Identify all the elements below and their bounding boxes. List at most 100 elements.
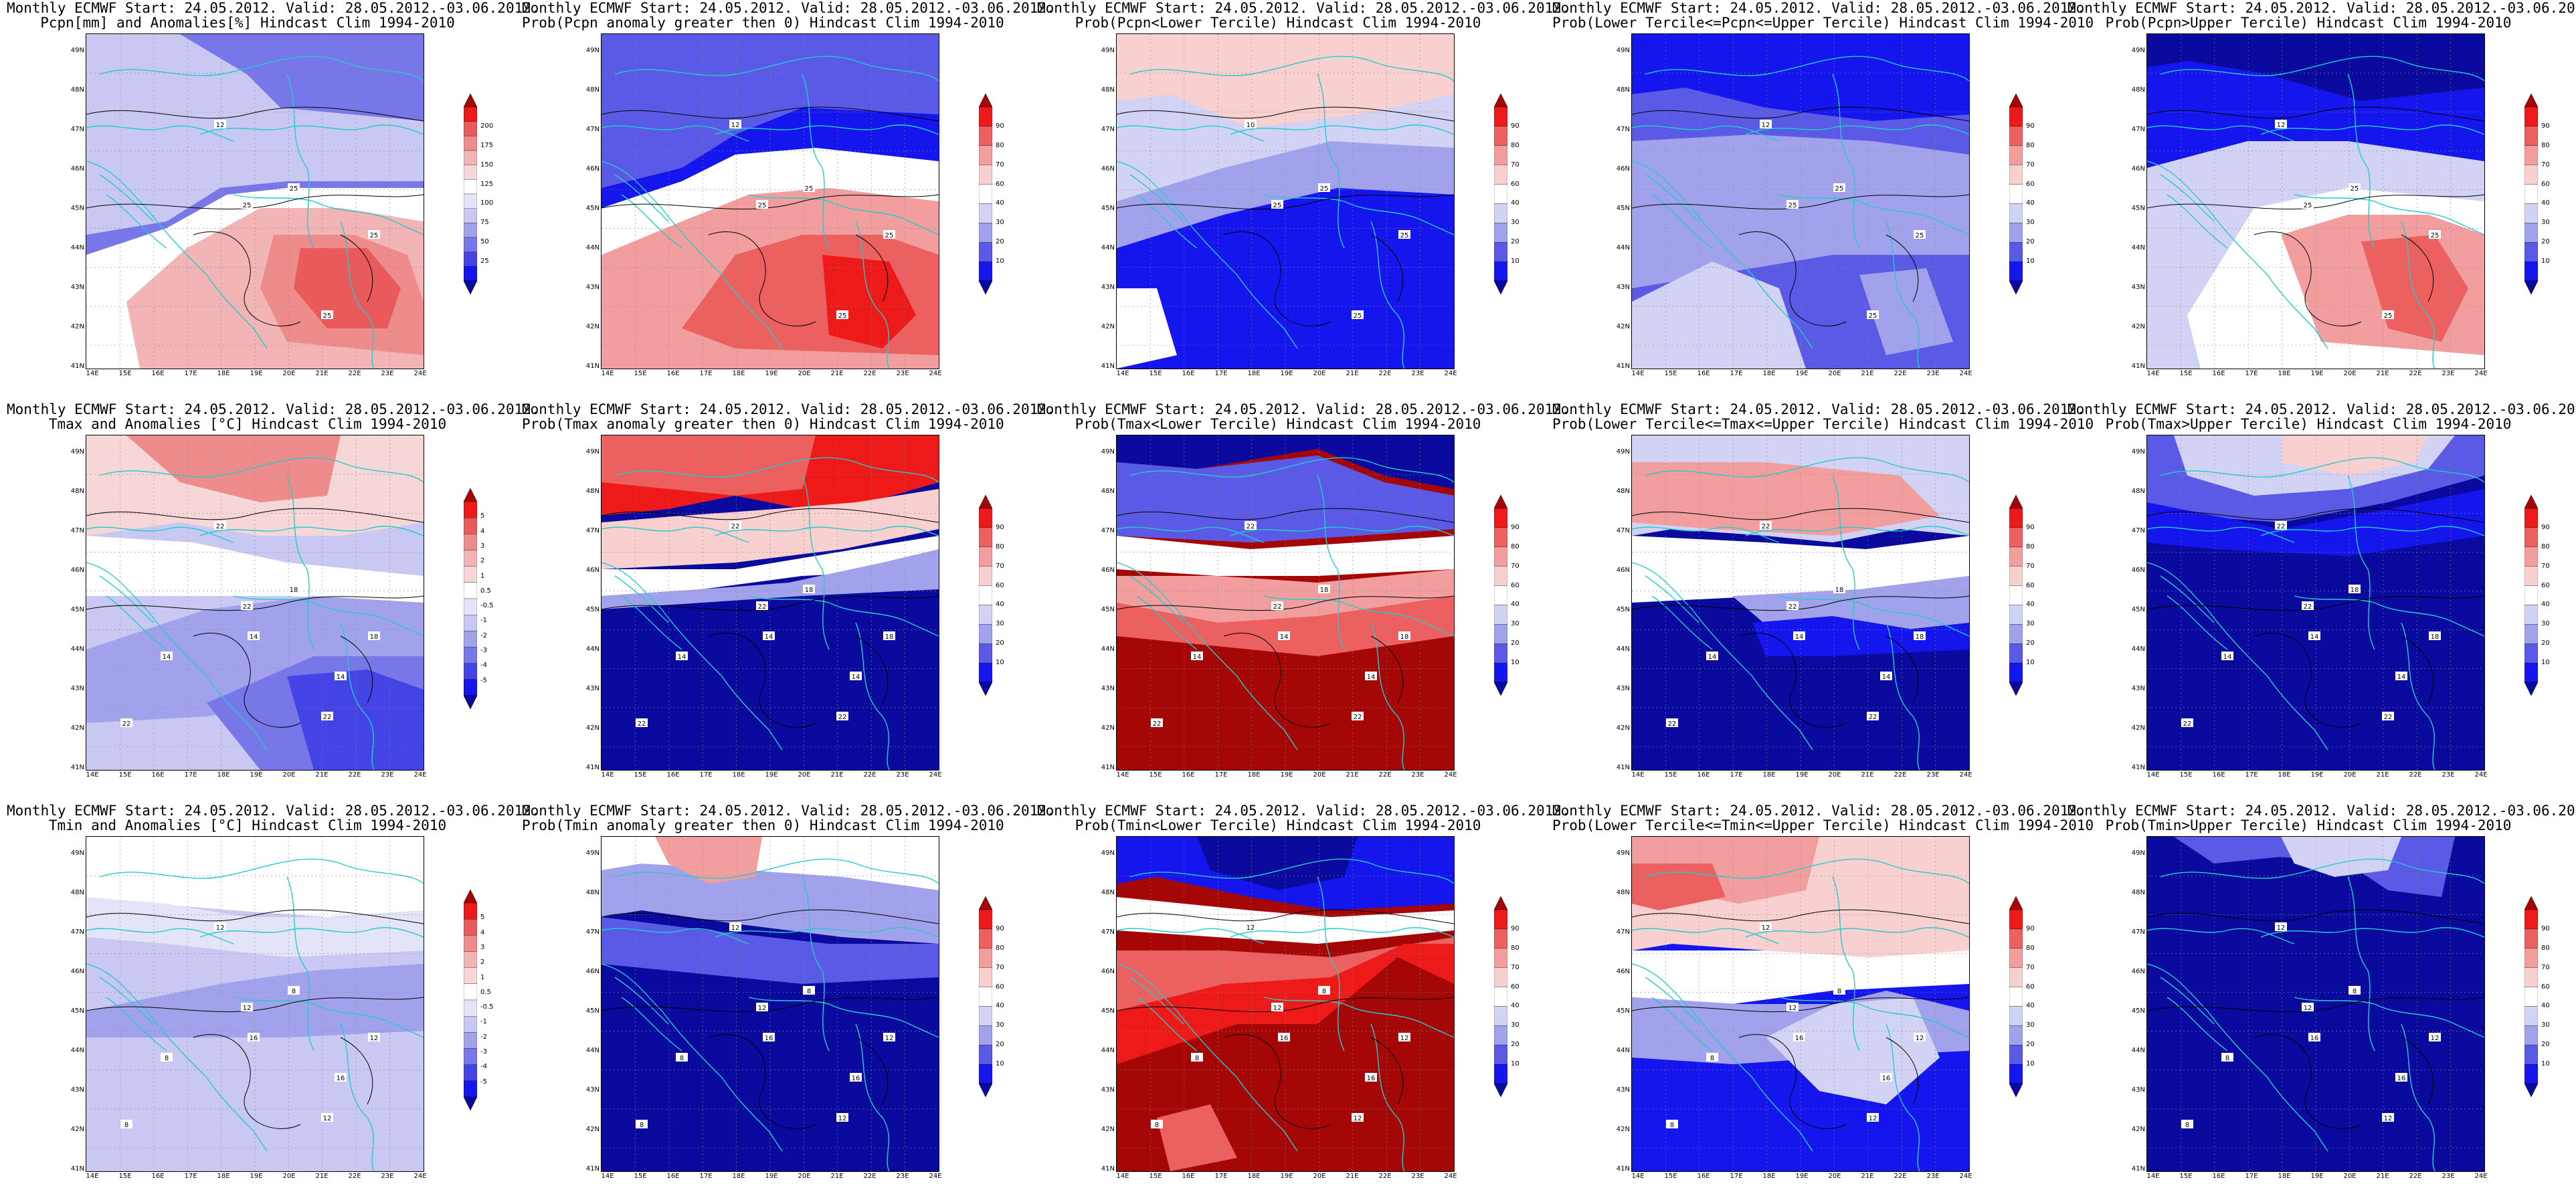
svg-text:8: 8 (2225, 1055, 2229, 1062)
colorbar-segment (979, 967, 992, 987)
contour-value-label: 25 (1352, 310, 1364, 320)
colorbar-segment (464, 150, 477, 165)
latitude-label: 49N (70, 47, 84, 54)
colorbar-segment (2524, 662, 2538, 683)
longitude-label: 17E (699, 1173, 713, 1180)
colorbar-tick: 40 (1511, 199, 1520, 207)
colorbar-tick: 70 (2026, 963, 2035, 971)
contour-value-label: 18 (1318, 585, 1330, 594)
longitude-label: 23E (1411, 771, 1424, 779)
coastline-border (1745, 124, 1969, 135)
longitude-label: 21E (2376, 370, 2389, 377)
panel-title: Prob(Lower Tercile<=Tmin<=Upper Tercile)… (1552, 817, 2094, 833)
coastline-border (340, 622, 375, 770)
map-area: 12 12 8 12 12 8 16 16 8 (1116, 836, 1455, 1172)
longitude-label: 22E (863, 771, 877, 779)
map-svg: 22 22 18 18 22 14 14 14 22 (602, 435, 939, 770)
colorbar-tick: 30 (2026, 1021, 2035, 1029)
contour-value-label: 25 (2349, 183, 2361, 193)
svg-text:14: 14 (2223, 654, 2232, 661)
longitude-label: 18E (1762, 1173, 1776, 1180)
longitude-label: 23E (2442, 1173, 2455, 1180)
colorbar-segment (464, 518, 477, 534)
svg-text:25: 25 (1916, 232, 1924, 239)
svg-text:22: 22 (731, 523, 740, 530)
coastline-border (748, 595, 939, 637)
latitude-label: 45N (2131, 205, 2145, 212)
colorbar-segment (2524, 1006, 2538, 1026)
contour-line (855, 635, 889, 704)
svg-text:8: 8 (1155, 1122, 1159, 1129)
latitude-label: 46N (70, 968, 84, 975)
colorbar-bottom-arrow (464, 1096, 477, 1110)
colorbar-tick: -5 (480, 676, 487, 684)
longitude-label: 18E (1247, 771, 1261, 779)
colorbar-segment (464, 919, 477, 936)
latitude-label: 45N (1616, 1007, 1630, 1015)
contour-value-label: 25 (883, 230, 895, 239)
colorbar-bottom-arrow (2009, 1083, 2023, 1097)
longitude-label: 22E (2409, 1173, 2422, 1180)
latitude-label: 43N (70, 284, 84, 291)
contour-line (2401, 635, 2434, 704)
contour-line (1117, 997, 1454, 1013)
colorbar-tick: 10 (996, 1060, 1004, 1068)
fill-region (1117, 34, 1454, 128)
contour-line (2147, 997, 2484, 1013)
coastline-border (286, 475, 314, 650)
colorbar-segment (2524, 928, 2538, 948)
colorbar-tick: 75 (480, 219, 489, 227)
colorbar-bottom-arrow (2524, 1083, 2538, 1097)
colorbar-segment (1494, 909, 1507, 930)
latitude-label: 44N (585, 244, 600, 252)
svg-text:18: 18 (1835, 587, 1844, 594)
latitude-label: 42N (1101, 724, 1115, 732)
latitude-label: 48N (70, 889, 84, 896)
colorbar-segment (2524, 967, 2538, 987)
longitude-label: 20E (2343, 370, 2357, 377)
colorbar-segment (979, 566, 992, 586)
colorbar-segment (979, 1006, 992, 1026)
longitude-label: 19E (250, 771, 263, 779)
latitude-label: 46N (2131, 968, 2145, 975)
latitude-label: 43N (70, 1086, 84, 1094)
longitude-label: 22E (863, 1173, 877, 1180)
map-panel: Monthly ECMWF Start: 24.05.2012. Valid: … (2061, 803, 2576, 1204)
colorbar-tick: 60 (2541, 180, 2550, 188)
map-panel: Monthly ECMWF Start: 24.05.2012. Valid: … (0, 0, 540, 401)
contour-value-label: 12 (214, 120, 226, 129)
latitude-label: 44N (2131, 1047, 2145, 1054)
contour-value-label: 25 (1786, 200, 1799, 209)
colorbar-top-arrow (1494, 495, 1507, 509)
contour-value-label: 14 (1365, 672, 1377, 681)
colorbar-tick: 30 (2541, 620, 2550, 628)
latitude-label: 42N (585, 323, 600, 330)
fill-region (2281, 837, 2401, 877)
contour-line (2147, 106, 2484, 122)
panel-title: Prob(Lower Tercile<=Pcpn<=Upper Tercile)… (1552, 15, 2094, 31)
colorbar-segment (979, 145, 992, 165)
contour-value-label: 12 (1760, 922, 1772, 932)
svg-text:22: 22 (243, 603, 252, 611)
colorbar-tick: 200 (480, 122, 494, 130)
panel-title: Tmin and Anomalies [°C] Hindcast Clim 19… (48, 817, 447, 833)
longitude-label: 19E (1280, 370, 1293, 377)
contour-value-label: 14 (1880, 672, 1892, 681)
longitude-label: 23E (2442, 370, 2455, 377)
colorbar-top-arrow (2524, 896, 2538, 910)
contour-value-label: 22 (2181, 718, 2193, 728)
colorbar-segment (979, 546, 992, 567)
contour-line (708, 633, 816, 728)
latitude-label: 43N (1616, 685, 1630, 692)
colorbar-tick: 70 (2541, 963, 2550, 971)
contour-value-label: 12 (883, 1033, 895, 1042)
colorbar-tick: 30 (2541, 1021, 2550, 1029)
latitude-label: 43N (1101, 284, 1115, 291)
longitude-label: 19E (1280, 1173, 1293, 1180)
coastline-border (99, 174, 167, 249)
svg-text:16: 16 (1367, 1075, 1376, 1082)
contour-line (86, 909, 424, 924)
colorbar-tick: 60 (2026, 180, 2035, 188)
colorbar-tick: 10 (1511, 659, 1520, 667)
svg-text:8: 8 (1195, 1055, 1199, 1062)
